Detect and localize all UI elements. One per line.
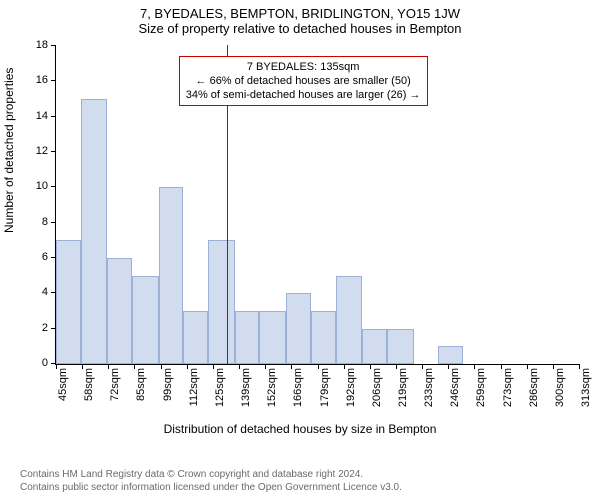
x-tick-label: 58sqm xyxy=(83,368,95,401)
y-tick-mark xyxy=(51,222,56,223)
histogram-bar xyxy=(208,240,235,364)
x-tick-label: 300sqm xyxy=(554,368,566,407)
y-tick-mark xyxy=(51,80,56,81)
y-tick-label: 6 xyxy=(42,251,48,263)
y-tick-label: 16 xyxy=(36,74,48,86)
histogram-bar xyxy=(336,276,363,364)
footer-line1: Contains HM Land Registry data © Crown c… xyxy=(20,469,580,482)
footer-attribution: Contains HM Land Registry data © Crown c… xyxy=(20,469,580,494)
x-tick-label: 273sqm xyxy=(502,368,514,407)
histogram-bar xyxy=(362,329,387,364)
title-line2: Size of property relative to detached ho… xyxy=(0,21,600,38)
x-tick-label: 246sqm xyxy=(449,368,461,407)
annotation-line: ← 66% of detached houses are smaller (50… xyxy=(186,74,421,88)
chart-titles: 7, BYEDALES, BEMPTON, BRIDLINGTON, YO15 … xyxy=(0,0,600,38)
x-tick-label: 72sqm xyxy=(109,368,121,401)
y-tick-label: 4 xyxy=(42,286,48,298)
plot-area: 02468101214161845sqm58sqm72sqm85sqm99sqm… xyxy=(55,45,580,365)
x-tick-label: 166sqm xyxy=(292,368,304,407)
histogram-bar xyxy=(286,293,311,364)
annotation-box: 7 BYEDALES: 135sqm← 66% of detached hous… xyxy=(179,56,428,107)
x-tick-label: 152sqm xyxy=(266,368,278,407)
y-tick-mark xyxy=(51,328,56,329)
x-tick-label: 192sqm xyxy=(345,368,357,407)
y-tick-label: 10 xyxy=(36,180,48,192)
y-tick-label: 2 xyxy=(42,322,48,334)
x-tick-label: 99sqm xyxy=(162,368,174,401)
x-tick-label: 233sqm xyxy=(423,368,435,407)
histogram-bar xyxy=(438,346,463,364)
histogram-bar xyxy=(311,311,336,364)
plot-wrapper: Number of detached properties 0246810121… xyxy=(0,40,600,440)
x-tick-label: 286sqm xyxy=(528,368,540,407)
y-tick-mark xyxy=(51,186,56,187)
histogram-bar xyxy=(259,311,286,364)
annotation-line: 34% of semi-detached houses are larger (… xyxy=(186,88,421,102)
x-tick-label: 259sqm xyxy=(475,368,487,407)
x-tick-label: 125sqm xyxy=(214,368,226,407)
y-tick-label: 12 xyxy=(36,145,48,157)
x-tick-label: 219sqm xyxy=(397,368,409,407)
y-tick-mark xyxy=(51,257,56,258)
y-tick-label: 18 xyxy=(36,39,48,51)
x-axis-label: Distribution of detached houses by size … xyxy=(0,422,600,436)
y-tick-label: 8 xyxy=(42,216,48,228)
histogram-bar xyxy=(235,311,260,364)
y-tick-mark xyxy=(51,151,56,152)
x-tick-label: 139sqm xyxy=(240,368,252,407)
x-tick-label: 85sqm xyxy=(135,368,147,401)
y-tick-mark xyxy=(51,45,56,46)
x-tick-label: 179sqm xyxy=(319,368,331,407)
x-tick-label: 313sqm xyxy=(580,368,592,407)
annotation-line: 7 BYEDALES: 135sqm xyxy=(186,60,421,74)
title-line1: 7, BYEDALES, BEMPTON, BRIDLINGTON, YO15 … xyxy=(0,0,600,21)
y-tick-mark xyxy=(51,116,56,117)
y-tick-label: 0 xyxy=(42,357,48,369)
histogram-bar xyxy=(107,258,132,364)
y-tick-mark xyxy=(51,292,56,293)
x-tick-label: 112sqm xyxy=(188,368,200,406)
x-tick-label: 45sqm xyxy=(57,368,69,401)
histogram-bar xyxy=(387,329,414,364)
y-tick-label: 14 xyxy=(36,110,48,122)
histogram-bar xyxy=(81,99,108,364)
x-tick-label: 206sqm xyxy=(371,368,383,407)
histogram-bar xyxy=(56,240,81,364)
histogram-bar xyxy=(132,276,159,364)
histogram-bar xyxy=(183,311,208,364)
histogram-bar xyxy=(159,187,184,364)
y-axis-label: Number of detached properties xyxy=(2,68,16,233)
footer-line2: Contains public sector information licen… xyxy=(20,482,580,495)
